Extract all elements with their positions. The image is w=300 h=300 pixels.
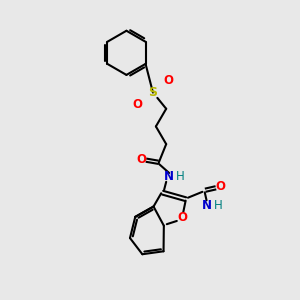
Text: H: H — [176, 170, 185, 183]
Text: N: N — [164, 170, 174, 183]
Text: O: O — [137, 153, 147, 166]
Text: S: S — [148, 86, 158, 99]
Text: N: N — [202, 199, 212, 212]
Text: O: O — [163, 74, 173, 87]
Text: H: H — [214, 199, 223, 212]
Text: O: O — [133, 98, 142, 111]
Text: O: O — [215, 180, 225, 193]
Text: O: O — [177, 211, 187, 224]
